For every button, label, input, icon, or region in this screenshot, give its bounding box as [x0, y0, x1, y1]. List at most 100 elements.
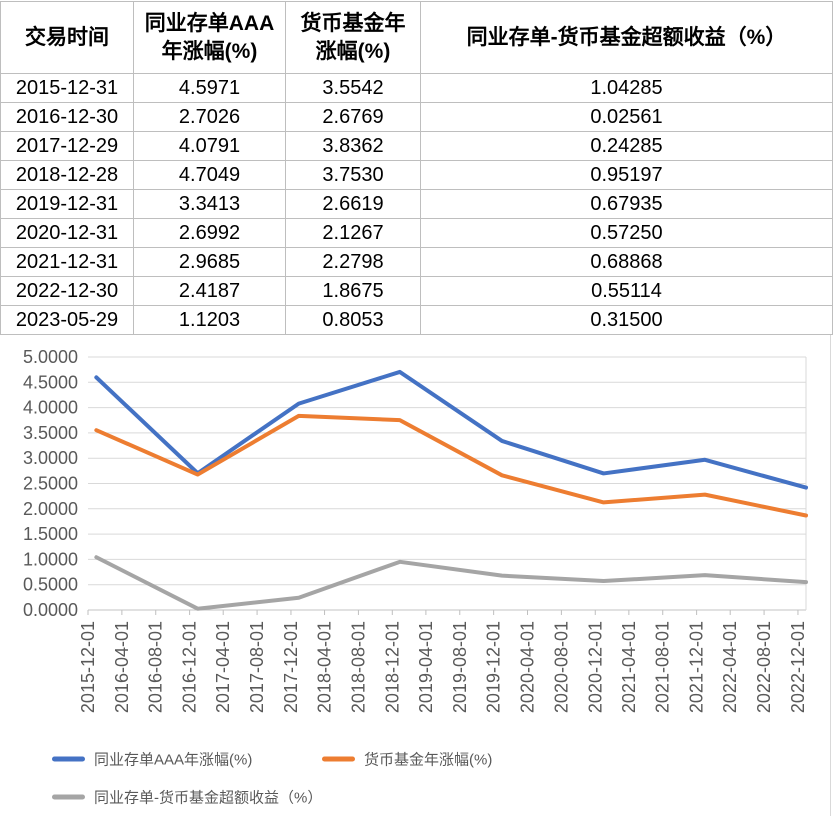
table-cell: 0.67935: [420, 189, 833, 219]
x-tick-label: 2018-08-01: [348, 621, 368, 713]
x-tick-label: 2020-08-01: [551, 621, 571, 713]
col-header-cd-aaa-return: 同业存单AAA年涨幅(%): [133, 1, 286, 74]
table-cell: 0.95197: [420, 160, 833, 190]
table-cell: 2.6769: [285, 102, 421, 132]
table-row: 2016-12-30 2.7026 2.6769 0.02561: [0, 102, 833, 132]
x-tick-label: 2022-12-01: [788, 621, 808, 713]
table-cell: 2016-12-30: [0, 102, 134, 132]
x-tick-label: 2022-04-01: [720, 621, 740, 713]
table-row: 2017-12-29 4.0791 3.8362 0.24285: [0, 131, 833, 161]
table-cell: 0.02561: [420, 102, 833, 132]
legend-item-money-fund: 货币基金年涨幅(%): [322, 749, 492, 770]
table-body: 2015-12-31 4.5971 3.5542 1.04285 2016-12-30 2…: [0, 73, 833, 335]
table-cell: 2.1267: [285, 218, 421, 248]
y-tick-label: 0.5000: [23, 575, 78, 595]
table-row: 2019-12-31 3.3413 2.6619 0.67935: [0, 189, 833, 219]
table-cell: 2017-12-29: [0, 131, 134, 161]
y-tick-label: 1.5000: [23, 524, 78, 544]
legend-label-money-fund: 货币基金年涨幅(%): [364, 751, 493, 769]
table-cell: 1.8675: [285, 276, 421, 306]
x-tick-label: 2016-08-01: [146, 621, 166, 713]
legend-label-cd-aaa: 同业存单AAA年涨幅(%): [94, 751, 253, 769]
x-tick-label: 2019-04-01: [416, 621, 436, 713]
table-cell: 0.24285: [420, 131, 833, 161]
table-cell: 2.9685: [133, 247, 286, 277]
col-header-excess-return: 同业存单-货币基金超额收益（%）: [420, 1, 833, 74]
col-header-money-fund-return: 货币基金年涨幅(%): [285, 1, 421, 74]
y-tick-label: 4.5000: [23, 372, 78, 392]
series-line-2: [94, 555, 808, 611]
table-cell: 3.3413: [133, 189, 286, 219]
table-cell: 2015-12-31: [0, 73, 134, 103]
legend-row-2: 同业存单-货币基金超额收益（%）: [0, 778, 834, 816]
table-cell: 2.6619: [285, 189, 421, 219]
x-tick-label: 2016-12-01: [180, 621, 200, 713]
x-tick-label: 2021-08-01: [653, 621, 673, 713]
table-cell: 3.5542: [285, 73, 421, 103]
table-cell: 3.8362: [285, 131, 421, 161]
table-cell: 2023-05-29: [0, 305, 134, 335]
series-line-1: [94, 413, 808, 518]
table-row: 2022-12-30 2.4187 1.8675 0.55114: [0, 276, 833, 306]
table-header-row: 交易时间 同业存单AAA年涨幅(%) 货币基金年涨幅(%) 同业存单-货币基金超…: [0, 1, 833, 74]
table-cell: 2020-12-31: [0, 218, 134, 248]
x-tick-label: 2018-12-01: [382, 621, 402, 713]
y-tick-label: 4.0000: [23, 398, 78, 418]
col-header-trade-date: 交易时间: [0, 1, 134, 74]
table-cell: 1.1203: [133, 305, 286, 335]
table-cell: 2.4187: [133, 276, 286, 306]
x-tick-label: 2018-04-01: [315, 621, 335, 713]
y-tick-label: 2.5000: [23, 474, 78, 494]
x-tick-label: 2020-04-01: [518, 621, 538, 713]
sheet-gridline: [830, 335, 831, 816]
x-tick-label: 2021-12-01: [687, 621, 707, 713]
series-line-0: [94, 369, 808, 490]
x-tick-label: 2022-08-01: [754, 621, 774, 713]
x-tick-label: 2017-12-01: [281, 621, 301, 713]
table-cell: 2.6992: [133, 218, 286, 248]
table-cell: 4.5971: [133, 73, 286, 103]
table-cell: 4.0791: [133, 131, 286, 161]
legend-item-cd-aaa: 同业存单AAA年涨幅(%): [52, 749, 252, 770]
table-cell: 2022-12-30: [0, 276, 134, 306]
returns-table: 交易时间 同业存单AAA年涨幅(%) 货币基金年涨幅(%) 同业存单-货币基金超…: [0, 1, 833, 335]
x-tick-label: 2020-12-01: [585, 621, 605, 713]
table-cell: 0.57250: [420, 218, 833, 248]
table-cell: 0.68868: [420, 247, 833, 277]
y-tick-label: 2.0000: [23, 499, 78, 519]
table-row: 2021-12-31 2.9685 2.2798 0.68868: [0, 247, 833, 277]
table-cell: 2021-12-31: [0, 247, 134, 277]
legend-row-1: 同业存单AAA年涨幅(%) 货币基金年涨幅(%): [0, 740, 834, 778]
legend-label-excess: 同业存单-货币基金超额收益（%）: [94, 789, 323, 807]
line-chart: 0.0000 0.5000 1.0000 1.5000 2.0000 2.5000 3.00…: [0, 335, 834, 816]
x-tick-label: 2019-12-01: [484, 621, 504, 713]
x-tick-label: 2021-04-01: [619, 621, 639, 713]
table-cell: 4.7049: [133, 160, 286, 190]
legend-item-excess: 同业存单-货币基金超额收益（%）: [52, 787, 322, 808]
y-tick-label: 3.0000: [23, 448, 78, 468]
legend-swatch-money-fund: [322, 756, 355, 762]
x-tick-label: 2017-08-01: [247, 621, 267, 713]
y-tick-label: 0.0000: [23, 600, 78, 620]
table-cell: 0.8053: [285, 305, 421, 335]
x-tick-label: 2019-08-01: [450, 621, 470, 713]
table-cell: 0.55114: [420, 276, 833, 306]
y-tick-label: 1.0000: [23, 549, 78, 569]
table-cell: 2.2798: [285, 247, 421, 277]
table-cell: 2.7026: [133, 102, 286, 132]
y-tick-label: 5.0000: [23, 347, 78, 367]
y-tick-label: 3.5000: [23, 423, 78, 443]
table-cell: 0.31500: [420, 305, 833, 335]
table-row: 2023-05-29 1.1203 0.8053 0.31500: [0, 305, 833, 335]
table-cell: 2018-12-28: [0, 160, 134, 190]
chart-plot-area: 0.0000 0.5000 1.0000 1.5000 2.0000 2.5000 3.00…: [23, 347, 808, 713]
table-row: 2020-12-31 2.6992 2.1267 0.57250: [0, 218, 833, 248]
table-cell: 2019-12-31: [0, 189, 134, 219]
table-row: 2018-12-28 4.7049 3.7530 0.95197: [0, 160, 833, 190]
legend-swatch-excess: [52, 794, 85, 800]
x-tick-label: 2016-04-01: [112, 621, 132, 713]
chart-legend: 同业存单AAA年涨幅(%) 货币基金年涨幅(%) 同业存单-货币基金超额收益（%…: [0, 740, 834, 816]
table-cell: 1.04285: [420, 73, 833, 103]
table-row: 2015-12-31 4.5971 3.5542 1.04285: [0, 73, 833, 103]
x-tick-label: 2017-04-01: [213, 621, 233, 713]
